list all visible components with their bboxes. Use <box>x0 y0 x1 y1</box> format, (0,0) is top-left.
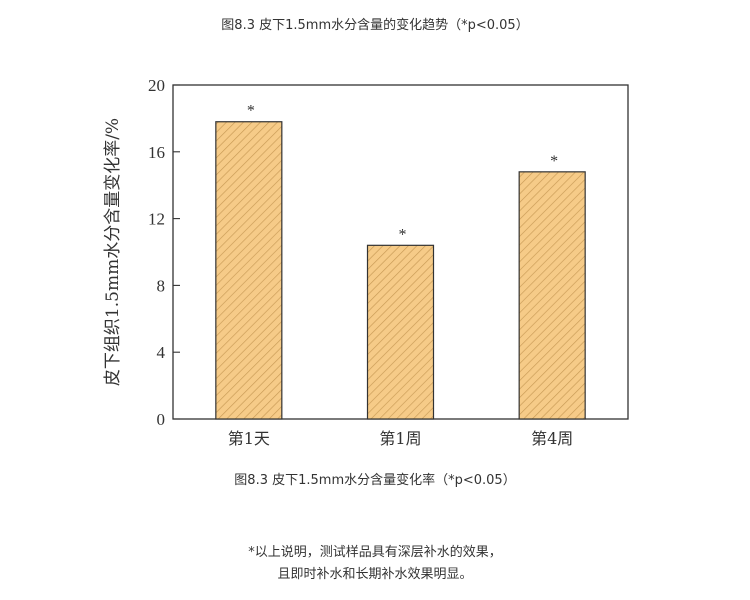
page-title: 图8.3 皮下1.5mm水分含量的变化趋势（*p<0.05） <box>221 18 529 33</box>
significance-star: * <box>399 226 407 243</box>
bar <box>366 244 435 420</box>
bar <box>518 171 586 420</box>
y-axis-label: 皮下组织1.5mm水分含量变化率/% <box>103 118 123 386</box>
significance-star: * <box>550 153 558 170</box>
note-line-2: 且即时补水和长期补水效果明显。 <box>277 567 473 582</box>
y-tick-label: 4 <box>157 343 166 362</box>
note-line-1: *以上说明，测试样品具有深层补水的效果， <box>248 545 502 560</box>
x-category-label: 第1天 <box>228 429 270 448</box>
bar <box>215 121 283 420</box>
x-category-label: 第1周 <box>379 429 421 448</box>
chart-svg: 0 4 8 12 16 20 皮下组织1.5mm水分含量变化率/% * 第1天 * 第1周 * 第4周 <box>103 76 629 448</box>
y-tick-label: 16 <box>148 143 165 162</box>
y-tick-label: 20 <box>148 76 165 95</box>
x-category-label: 第4周 <box>531 429 573 448</box>
bar-chart: 0 4 8 12 16 20 皮下组织1.5mm水分含量变化率/% * 第1天 * 第1周 * 第4周 <box>100 70 650 460</box>
figure-caption: 图8.3 皮下1.5mm水分含量变化率（*p<0.05） <box>234 473 516 488</box>
significance-star: * <box>247 103 255 120</box>
y-tick-label: 0 <box>157 410 166 429</box>
y-tick-label: 12 <box>148 210 165 229</box>
y-tick-label: 8 <box>157 276 166 295</box>
